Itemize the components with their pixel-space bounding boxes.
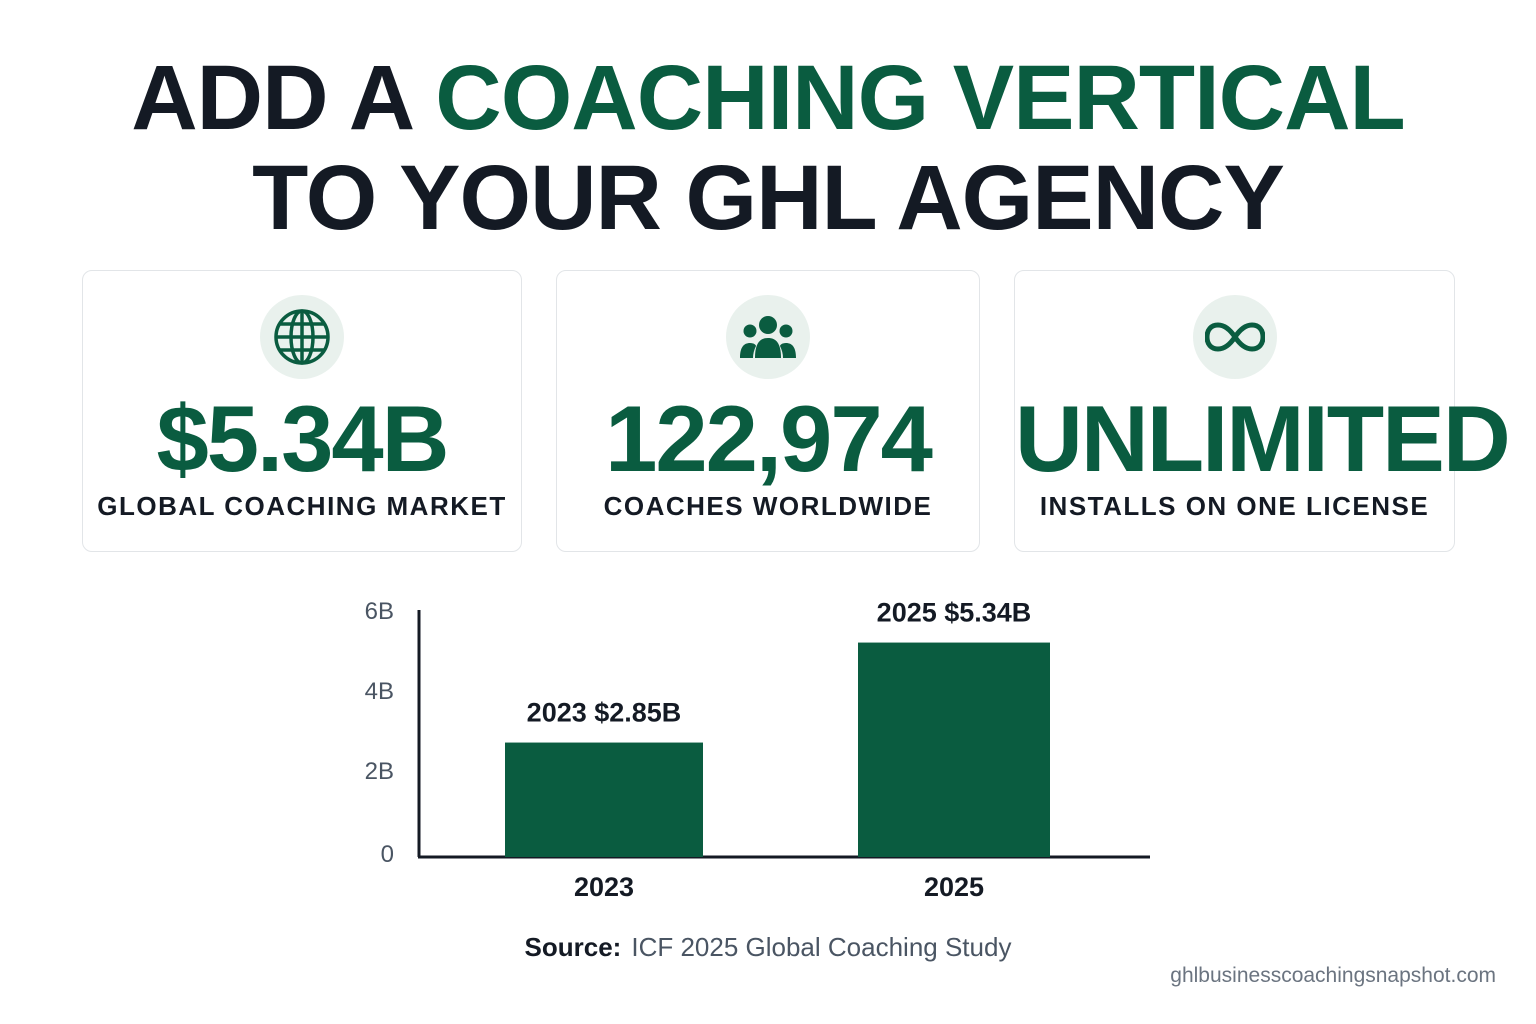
source-note: Source: ICF 2025 Global Coaching Study <box>0 932 1536 963</box>
globe-icon <box>260 295 344 379</box>
bar-2025 <box>858 642 1050 857</box>
stat-card-market: $5.34B GLOBAL COACHING MARKET <box>82 270 522 552</box>
bar-2023 <box>505 742 703 857</box>
license-caption: INSTALLS ON ONE LICENSE <box>1039 491 1430 521</box>
infinity-icon <box>1192 295 1277 379</box>
headline-line-2: TO YOUR GHL AGENCY <box>252 147 1285 249</box>
y-tick-label: 0 <box>381 841 394 868</box>
headline-accent: COACHING VERTICAL <box>435 47 1405 149</box>
coaches-value: 122,974 <box>605 386 933 491</box>
site-url: ghlbusinesscoachingsnapshot.com <box>1170 964 1496 987</box>
x-tick-label-2025: 2025 <box>924 872 984 902</box>
data-label-2023: 2023 $2.85B <box>527 698 682 728</box>
y-tick-label: 4B <box>365 678 394 705</box>
y-tick-label: 2B <box>365 758 394 785</box>
stat-card-coaches: 122,974 COACHES WORLDWIDE <box>556 270 980 552</box>
coaches-caption: COACHES WORLDWIDE <box>603 491 933 521</box>
headline-prefix: ADD A <box>131 47 411 149</box>
source-label: Source: <box>524 932 622 962</box>
people-icon <box>726 295 810 379</box>
stat-card-license: UNLIMITED INSTALLS ON ONE LICENSE <box>1014 270 1511 552</box>
y-tick-label: 6B <box>365 598 394 625</box>
x-tick-label-2023: 2023 <box>574 872 634 902</box>
source-text: ICF 2025 Global Coaching Study <box>631 932 1012 962</box>
headline: ADD A COACHING VERTICAL TO YOUR GHL AGEN… <box>0 48 1536 248</box>
license-value: UNLIMITED <box>1015 386 1511 491</box>
headline-line-1: ADD A COACHING VERTICAL <box>0 48 1536 148</box>
data-label-2025: 2025 $5.34B <box>877 598 1032 628</box>
market-caption: GLOBAL COACHING MARKET <box>97 491 507 521</box>
market-value: $5.34B <box>156 386 449 491</box>
